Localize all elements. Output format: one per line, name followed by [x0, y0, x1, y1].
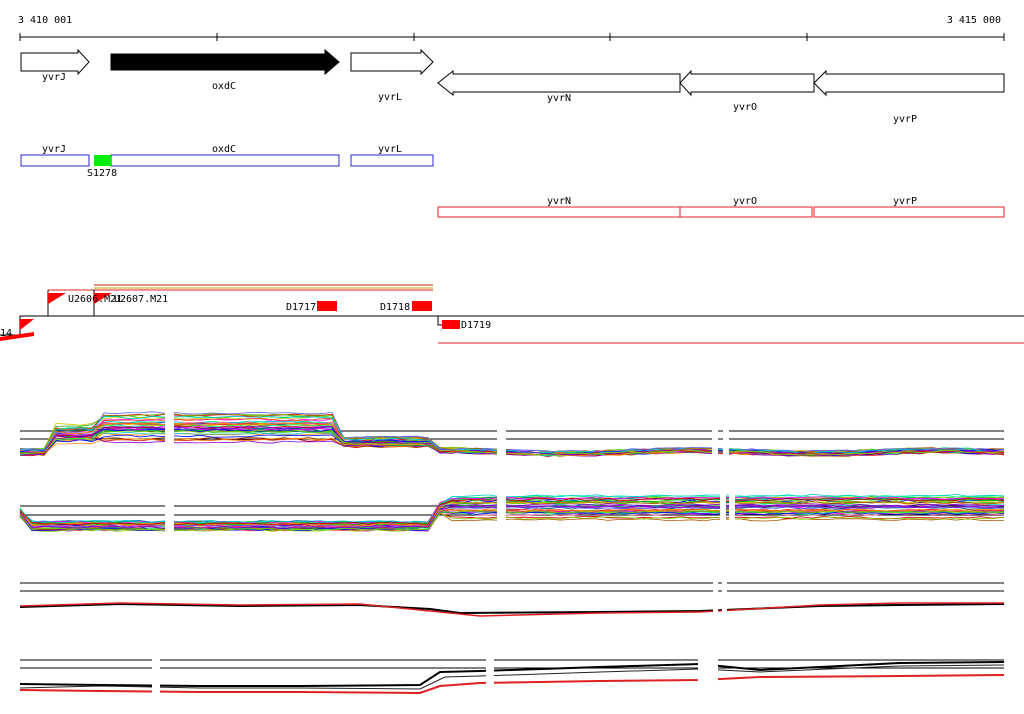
coordinate-ruler: 3 410 001 3 415 000 [18, 15, 1005, 41]
gene-label: yvrN [547, 93, 571, 104]
profile-line [19, 602, 1004, 617]
gene-label: yvrL [378, 92, 402, 103]
gene-arrow-oxdC[interactable]: oxdC [110, 48, 340, 92]
profile-line [19, 674, 1005, 695]
data-gap [152, 655, 160, 697]
feature-box[interactable] [317, 301, 337, 311]
profile-line [19, 602, 1005, 615]
segment-label: yvrL [378, 144, 402, 155]
profile-line [19, 493, 1005, 524]
data-gap [486, 655, 494, 697]
profile-line [19, 496, 1005, 525]
segment-box[interactable] [110, 154, 340, 167]
profile-line [19, 661, 1005, 687]
feature-box[interactable] [442, 320, 460, 329]
forward-segment-track: yvrJ oxdC yvrL S1278 [20, 144, 434, 179]
gene-arrow-yvrP[interactable]: yvrP [813, 69, 1005, 125]
feature-label: U2606.M21 [68, 294, 122, 305]
expression-panel-2 [19, 485, 1005, 545]
profile-line [19, 415, 1005, 454]
segment-box[interactable] [813, 206, 1005, 218]
segment-box[interactable] [350, 154, 434, 167]
ruler-end-label: 3 415 000 [947, 15, 1001, 26]
profile-line [19, 664, 1005, 690]
expression-panel-3 [19, 578, 1005, 618]
data-gap [722, 578, 727, 618]
segment-box[interactable] [437, 206, 681, 218]
feature-label: 14 [0, 328, 12, 339]
segment-label: yvrN [547, 196, 571, 207]
expression-panel-1 [19, 400, 1005, 470]
profile-line [19, 508, 1005, 530]
feature-flag[interactable] [48, 293, 66, 304]
feature-flag[interactable] [94, 293, 112, 304]
ruler-start-label: 3 410 001 [18, 15, 72, 26]
data-gap [713, 578, 718, 618]
feature-track: U2606.M21 U2607.M21 D1717 D1718 D1719 14 [0, 284, 1024, 344]
profile-line [19, 500, 1005, 526]
feature-box[interactable] [412, 301, 432, 311]
gene-arrow-yvrL[interactable]: yvrL [350, 48, 434, 103]
gene-label: oxdC [212, 81, 236, 92]
reverse-segment-track: yvrN yvrO yvrP [437, 196, 1005, 218]
profile-line [19, 509, 1005, 531]
segment-label: yvrO [733, 196, 757, 207]
profile-line [20, 429, 1005, 456]
feature-flag[interactable] [0, 332, 34, 341]
segment-label: yvrJ [42, 144, 66, 155]
feature-label: U2607.M21 [114, 294, 168, 305]
gene-arrow-yvrJ[interactable]: yvrJ [20, 48, 90, 83]
feature-connector [0, 290, 49, 336]
feature-label: D1717 [286, 302, 316, 313]
profile-line [19, 411, 1005, 454]
profile-line [19, 505, 1005, 529]
feature-label: D1719 [461, 320, 491, 331]
green-feature-label: S1278 [87, 168, 117, 179]
gene-label: yvrJ [42, 72, 66, 83]
feature-connector [433, 315, 442, 326]
gene-label: yvrP [893, 114, 917, 125]
profile-line [19, 498, 1005, 526]
data-gap [698, 655, 718, 697]
segment-box[interactable] [679, 206, 813, 218]
feature-flag[interactable] [20, 319, 34, 330]
data-gaps [165, 400, 729, 470]
green-feature-box[interactable] [94, 155, 111, 166]
profile-line [19, 497, 1005, 526]
segment-label: yvrP [893, 196, 917, 207]
profile-lines [19, 411, 1005, 458]
gene-arrow-yvrN[interactable]: yvrN [437, 69, 681, 104]
gene-label: yvrO [733, 102, 757, 113]
gene-arrow-track: yvrJ oxdC yvrL yvrN yvrO yvrP [20, 48, 1005, 125]
segment-box[interactable] [20, 154, 90, 167]
gene-arrow-yvrO[interactable]: yvrO [679, 69, 815, 113]
expression-panel-4 [19, 655, 1005, 697]
feature-label: D1718 [380, 302, 410, 313]
profile-line [19, 513, 1005, 532]
segment-label: oxdC [212, 144, 236, 155]
data-gaps [165, 485, 735, 545]
profile-lines [19, 493, 1005, 532]
